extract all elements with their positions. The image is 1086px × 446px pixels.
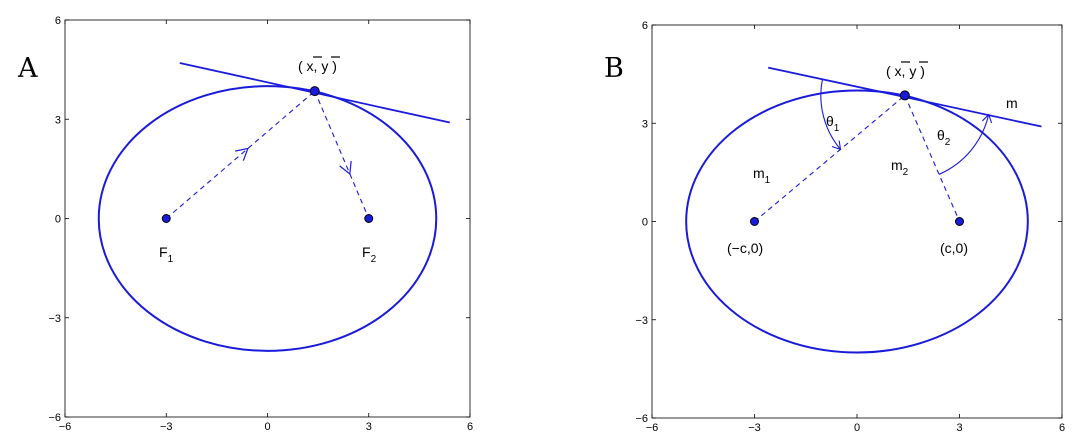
panel-a-focus-left-label: F1 [159,244,174,265]
panel-a-x-tick-label: 6 [467,421,473,433]
panel-letter-b: B [604,53,624,84]
panel-b-tangent-point-dot [899,90,910,101]
panel-a-y-tick-label: −6 [48,412,61,424]
panel-a: −6−6 −3 −3 0 0 3 3 6 6 ( x, y ) F1 F2 [48,15,473,433]
panel-a-tangent-point-dot [309,86,320,97]
panel-a-focus-left-dot [161,214,171,223]
panel-a-point-label: ( x, y ) [298,58,337,74]
panel-a-y-tick-label: 6 [55,15,61,27]
panel-b-point-label: ( x, y ) [886,63,925,79]
panel-b-focus-left-label: (−c,0) [727,240,763,256]
panel-b-y-tick-label: −6 [635,413,648,425]
panel-a-focus-right-label: F2 [362,244,377,265]
panel-b-x-tick-label: 0 [854,422,860,434]
panel-b-segment-m2 [904,95,961,222]
panel-b-theta2-arc [938,114,990,175]
panel-b-theta2-label: θ2 [937,127,951,148]
panel-b-frame [651,24,1063,419]
panel-b-x-tick-label: −3 [748,422,761,434]
panel-a-y-tick-label: 3 [55,114,61,126]
panel-a-ticks: −6−6 −3 −3 0 0 3 3 6 6 [48,15,473,433]
panel-a-frame [64,19,471,418]
panel-a-incident-arrow [235,147,249,161]
panel-a-focus-right-dot [364,214,374,223]
panel-b-tangent-label: m [1006,95,1018,111]
panel-b-x-tick-label: 6 [1059,422,1065,434]
panel-b-x-tick-label: −6 [646,422,659,434]
panel-a-incident-ray [165,90,316,219]
panel-b-theta1-arc [820,78,841,150]
panel-b-y-tick-label: −3 [635,315,648,327]
panel-b-y-tick-label: 6 [642,20,648,32]
panel-b-y-tick-label: 0 [642,217,648,229]
panel-a-reflected-ray [314,90,370,219]
panel-a-x-tick-label: 3 [366,421,372,433]
panel-a-x-tick-label: −3 [160,421,173,433]
panel-b-segment-m1 [754,94,906,222]
panel-b-ellipse [685,89,1029,354]
panel-a-y-tick-label: 0 [55,214,61,226]
panel-b-focus-left-dot [750,217,759,226]
panel-b-y-tick-label: 3 [642,118,648,130]
panel-b-ticks: −6−6 −3 −3 0 0 3 3 6 6 [635,20,1065,434]
panel-a-y-tick-label: −3 [48,313,61,325]
panel-letter-a: A [18,53,38,84]
panel-b-theta1-label: θ1 [826,113,840,134]
panel-b-m2-label: m2 [891,157,909,178]
panel-a-reflected-arrow [339,160,352,176]
panel-b-focus-right-dot [955,217,964,226]
panel-b-m1-label: m1 [753,165,771,186]
panel-b-theta2-arrowhead [982,113,993,124]
panel-b-focus-right-label: (c,0) [940,240,968,256]
panel-b-x-tick-label: 3 [956,422,962,434]
panel-a-x-tick-label: −6 [59,421,72,433]
panel-a-ellipse [97,85,438,352]
panel-a-x-tick-label: 0 [264,421,270,433]
panel-b-theta1-arrowhead [831,140,842,151]
